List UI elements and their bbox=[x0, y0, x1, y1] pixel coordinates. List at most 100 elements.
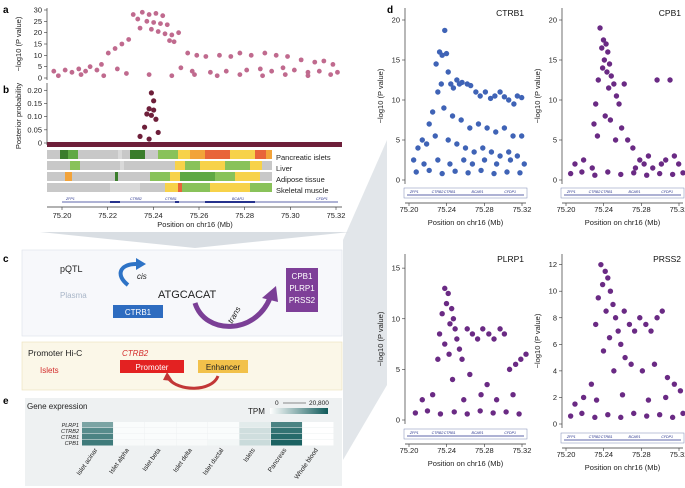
chromatin-segment bbox=[65, 172, 72, 181]
data-point bbox=[442, 341, 448, 347]
data-point bbox=[438, 81, 444, 87]
chromatin-segment bbox=[200, 161, 225, 170]
data-point bbox=[605, 85, 612, 91]
gene-label: BCAR1 bbox=[472, 190, 484, 194]
data-point bbox=[478, 391, 484, 398]
data-point bbox=[605, 49, 611, 55]
data-point bbox=[176, 30, 182, 36]
plot-title: CPB1 bbox=[659, 8, 681, 18]
chromatin-segment bbox=[250, 183, 272, 192]
panel-label-a: a bbox=[3, 5, 9, 16]
y-tick-label: 6 bbox=[553, 340, 557, 349]
data-point bbox=[654, 77, 660, 83]
data-point bbox=[169, 32, 175, 38]
data-point bbox=[449, 376, 456, 383]
gene-label-ctrb2: CTRB2 bbox=[130, 197, 142, 201]
gene-track-box bbox=[560, 432, 685, 444]
track-label-skeletal-muscle: Skeletal muscle bbox=[276, 186, 329, 195]
data-point bbox=[151, 20, 157, 25]
chromatin-segment bbox=[190, 150, 205, 159]
gene-label: CTRB1 bbox=[444, 431, 456, 435]
data-point bbox=[482, 89, 489, 95]
chromatin-state-tracks bbox=[47, 150, 272, 192]
heatmap-row-label: CTRB1 bbox=[61, 435, 79, 441]
chromatin-segment bbox=[250, 161, 262, 170]
data-point bbox=[491, 336, 497, 342]
x-axis-label: Position on chr16 (Mb) bbox=[428, 218, 504, 227]
data-point bbox=[419, 397, 425, 403]
data-point bbox=[262, 50, 268, 56]
data-point bbox=[435, 157, 441, 163]
data-point bbox=[148, 112, 154, 118]
data-point bbox=[99, 62, 104, 67]
chromatin-segment bbox=[124, 161, 150, 170]
data-point bbox=[439, 310, 445, 317]
heatmap-cell bbox=[145, 422, 176, 428]
data-point bbox=[490, 410, 496, 416]
gene-label: ZFP1 bbox=[409, 431, 419, 435]
x-tick-label: 75.28 bbox=[475, 205, 494, 214]
data-point bbox=[658, 161, 665, 167]
tpm-label: TPM bbox=[248, 407, 265, 416]
chromatin-segment bbox=[122, 150, 130, 159]
heatmap-cell bbox=[302, 434, 334, 440]
data-point bbox=[471, 149, 477, 155]
x-tick-label: 75.24 bbox=[594, 205, 613, 214]
x-tick-label: 75.22 bbox=[98, 211, 117, 220]
data-point bbox=[612, 315, 619, 321]
gene-label: CTRB2 bbox=[589, 190, 601, 194]
data-point bbox=[435, 356, 441, 362]
y-tick-label: 25 bbox=[34, 17, 42, 26]
heatmap-cell bbox=[208, 434, 239, 440]
data-point bbox=[137, 133, 143, 140]
data-point bbox=[442, 27, 448, 34]
funnel-connector-right bbox=[343, 140, 387, 460]
data-point bbox=[439, 170, 445, 177]
chromatin-segment bbox=[180, 172, 215, 181]
data-point bbox=[158, 21, 163, 26]
x-tick-label: 75.28 bbox=[632, 205, 651, 214]
data-point bbox=[493, 161, 500, 167]
data-point bbox=[484, 381, 490, 388]
x-tick-label: 75.20 bbox=[400, 205, 419, 214]
data-point bbox=[151, 98, 157, 104]
y-tick-label: 0 bbox=[553, 420, 557, 429]
chromatin-segment bbox=[150, 172, 170, 181]
gene-label: CTRB2 bbox=[589, 435, 601, 439]
heatmap-cell bbox=[113, 434, 145, 440]
y-tick-label: 15 bbox=[392, 264, 400, 273]
x-tick-label: 75.28 bbox=[475, 446, 494, 455]
y-axis-label: −log10 (P value) bbox=[533, 68, 542, 123]
data-point bbox=[579, 169, 585, 175]
data-point bbox=[78, 72, 84, 77]
data-point bbox=[459, 79, 465, 86]
data-point bbox=[469, 161, 476, 167]
data-point bbox=[650, 165, 656, 171]
data-point bbox=[480, 326, 486, 332]
data-point bbox=[223, 68, 229, 74]
data-point bbox=[477, 408, 483, 414]
data-point bbox=[137, 25, 143, 31]
data-point bbox=[644, 413, 650, 419]
chromatin-segment bbox=[47, 172, 65, 181]
data-point bbox=[606, 61, 613, 67]
track-label-adipose-tissue: Adipose tissue bbox=[276, 175, 325, 184]
data-point bbox=[572, 161, 578, 167]
data-point bbox=[203, 54, 209, 59]
heatmap-cell bbox=[239, 434, 271, 440]
data-point bbox=[248, 52, 254, 58]
heatmap-cell bbox=[271, 440, 302, 446]
trans-protein-2: PLRP1 bbox=[289, 284, 315, 293]
data-point bbox=[167, 38, 172, 43]
chromatin-segment bbox=[178, 183, 182, 192]
data-point bbox=[595, 77, 601, 83]
hic-loop-arrowhead-icon bbox=[163, 372, 173, 381]
data-point bbox=[443, 300, 450, 307]
data-point bbox=[445, 290, 451, 297]
data-point bbox=[148, 90, 154, 96]
chromatin-segment bbox=[185, 161, 200, 170]
data-point bbox=[467, 371, 473, 378]
data-point bbox=[269, 68, 275, 74]
data-point bbox=[610, 301, 616, 308]
